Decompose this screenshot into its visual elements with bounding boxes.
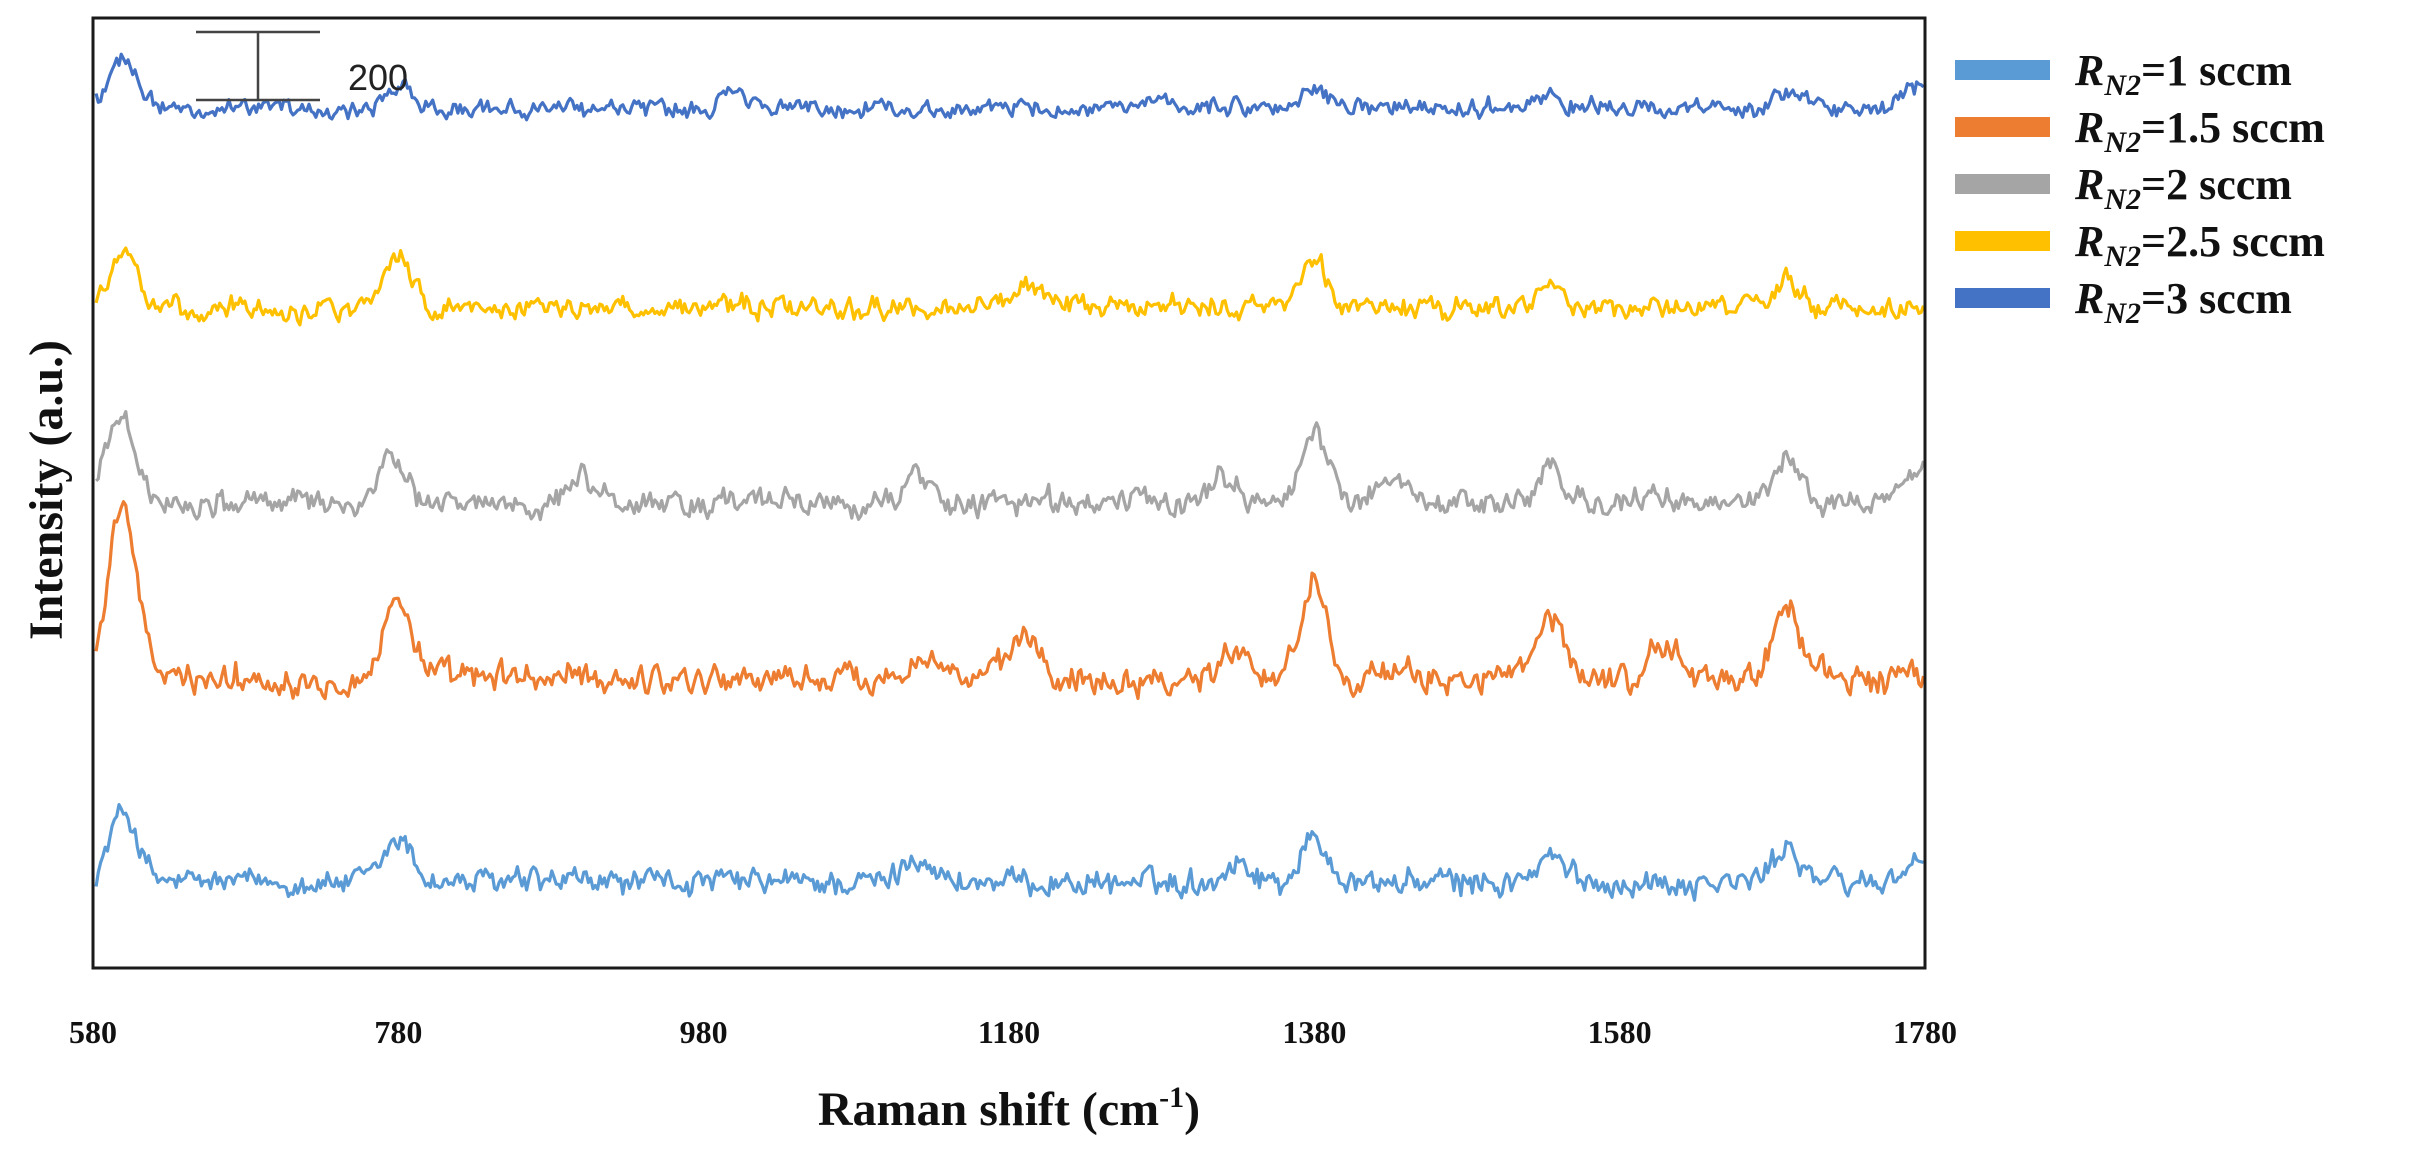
scale-bar-label: 200 [348,57,408,98]
legend-label: RN2=2 sccm [2074,160,2292,216]
legend-swatch [1955,288,2050,308]
plot-area-frame [91,16,1927,970]
y-axis-title: Intensity (a.u.) [20,340,73,640]
series-layer [94,52,1926,902]
legend-label: RN2=1.5 sccm [2074,103,2325,159]
x-tick-label: 1180 [978,1014,1040,1050]
legend-label: RN2=3 sccm [2074,274,2292,330]
legend-label: RN2=2.5 sccm [2074,217,2325,273]
x-tick-label: 980 [680,1014,728,1050]
scale-bar: 200 [196,30,408,102]
legend-swatch [1955,60,2050,80]
legend-swatch [1955,174,2050,194]
x-tick-label: 1380 [1282,1014,1346,1050]
x-tick-label: 1780 [1893,1014,1957,1050]
x-axis-title: Raman shift (cm-1) [818,1081,1200,1136]
series-line-5 [94,52,1925,122]
series-line-4 [94,246,1926,327]
x-tick-label: 580 [69,1014,117,1050]
legend-swatch [1955,231,2050,251]
legend-label: RN2=1 sccm [2074,46,2292,102]
x-tick-label: 1580 [1588,1014,1652,1050]
series-line-1 [94,802,1924,902]
x-tick-labels: 580 780 980 1180 1380 1580 1780 [69,1014,1957,1050]
x-tick-label: 780 [374,1014,422,1050]
series-line-3 [94,410,1926,522]
legend-swatch [1955,117,2050,137]
series-line-2 [94,500,1926,701]
